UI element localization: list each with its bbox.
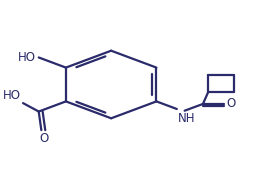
Text: HO: HO xyxy=(3,89,21,102)
Text: O: O xyxy=(39,132,49,145)
Text: NH: NH xyxy=(178,112,196,125)
Text: HO: HO xyxy=(18,51,36,64)
Text: O: O xyxy=(226,98,235,110)
